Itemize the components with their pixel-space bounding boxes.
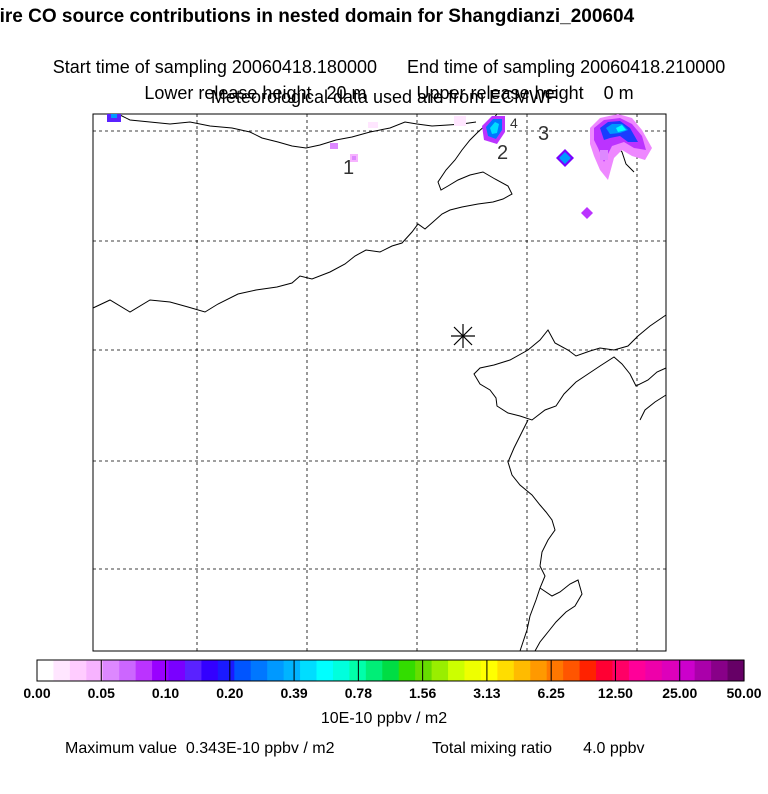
legend-swatch: [678, 660, 696, 681]
legend-swatch: [711, 660, 729, 681]
legend-tick-label: 0.78: [344, 685, 372, 701]
legend-swatch: [316, 660, 334, 681]
legend-swatch: [250, 660, 268, 681]
maximum-value: Maximum value 0.343E-10 ppbv / m2: [65, 740, 335, 757]
legend-tick-label: 25.00: [662, 685, 698, 701]
marker-label-1: 1: [343, 157, 354, 179]
legend-swatch: [579, 660, 597, 681]
receptor-site-marker: [451, 324, 475, 348]
sampling-times: Start time of sampling 20060418.180000 E…: [0, 36, 768, 78]
legend-swatch: [217, 660, 235, 681]
legend-tick-marks: [36, 660, 745, 681]
legend-swatch: [546, 660, 564, 681]
legend-colorbar: [37, 660, 745, 681]
legend-swatch: [398, 660, 416, 681]
legend-swatch: [596, 660, 614, 681]
legend-swatch: [661, 660, 679, 681]
legend-swatch: [480, 660, 498, 681]
marker-label-3: 3: [538, 123, 549, 145]
legend-swatch: [530, 660, 548, 681]
legend-unit: 10E-10 ppbv / m2: [320, 710, 448, 727]
legend-swatch: [628, 660, 646, 681]
legend-swatch: [563, 660, 581, 681]
legend-swatch: [86, 660, 104, 681]
lower-release-height: Lower release height 20 m: [144, 83, 367, 103]
met-data-note: Meteorological data used are from ECMWF: [210, 87, 558, 107]
legend-swatch: [201, 660, 219, 681]
legend-swatch: [119, 660, 137, 681]
legend-swatch: [152, 660, 170, 681]
legend-swatch: [382, 660, 400, 681]
map-figure: 1 2 3 4: [36, 113, 745, 682]
legend-swatch: [283, 660, 301, 681]
fire-co-plume-clusters: [107, 114, 652, 219]
legend-swatch: [168, 660, 186, 681]
marker-label-4: 4: [510, 115, 518, 131]
total-mixing-ratio: Total mixing ratio 4.0 ppbv: [432, 740, 645, 757]
legend-swatch: [431, 660, 449, 681]
legend-swatch: [612, 660, 630, 681]
legend-tick-label: 0.05: [87, 685, 115, 701]
legend-tick-label: 0.00: [23, 685, 51, 701]
legend-tick-label: 3.13: [473, 685, 501, 701]
legend-swatch: [102, 660, 120, 681]
legend-swatch: [267, 660, 285, 681]
legend-swatch: [135, 660, 153, 681]
release-heights: Lower release height 20 m Upper release …: [0, 62, 768, 104]
legend-tick-label: 0.20: [216, 685, 244, 701]
legend-tick-label: 12.50: [597, 685, 633, 701]
legend-tick-label: 0.10: [151, 685, 180, 701]
legend-swatch: [69, 660, 87, 681]
end-time: End time of sampling 20060418.210000: [407, 57, 726, 77]
marker-label-2: 2: [497, 142, 508, 164]
legend-swatch: [497, 660, 515, 681]
legend-swatch: [53, 660, 71, 681]
legend-swatch: [448, 660, 466, 681]
legend-tick-label: 1.56: [409, 685, 437, 701]
legend-swatch: [645, 660, 663, 681]
legend-swatch: [415, 660, 433, 681]
legend-swatch: [300, 660, 318, 681]
legend-swatch: [184, 660, 203, 681]
legend-swatch: [727, 660, 745, 681]
legend-swatch: [332, 660, 350, 681]
upper-release-height: Upper release height 0 m: [416, 83, 634, 103]
legend-tick-label: 50.00: [726, 685, 762, 701]
legend-swatch: [37, 660, 55, 681]
legend-swatch: [365, 660, 383, 681]
legend-tick-label: 0.39: [280, 685, 308, 701]
legend-tick-label: 6.25: [537, 685, 565, 701]
footer: Maximum value 0.343E-10 ppbv / m2 Total …: [0, 740, 768, 794]
legend-swatch: [234, 660, 252, 681]
map-frame: [92, 113, 667, 652]
start-time: Start time of sampling 20060418.180000: [52, 57, 377, 77]
plot-title: Fire CO source contributions in nested d…: [0, 6, 635, 27]
legend-swatch: [513, 660, 531, 681]
legend-swatch: [464, 660, 482, 681]
legend-swatch: [694, 660, 712, 681]
coastlines: [92, 113, 667, 652]
